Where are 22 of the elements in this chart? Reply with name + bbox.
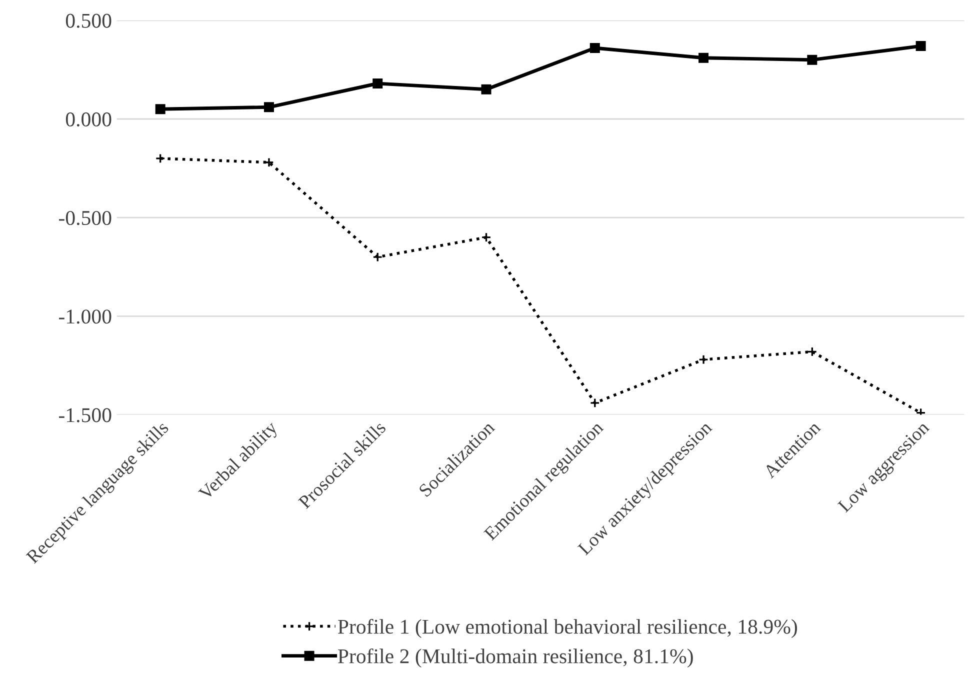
point	[481, 232, 492, 242]
point	[590, 398, 600, 408]
point	[372, 78, 383, 89]
legend-label: Profile 1 (Low emotional behavioral resilience, 18.9%)	[338, 618, 797, 638]
point	[264, 102, 274, 112]
y-tick-label: -1.000	[58, 310, 112, 324]
point	[698, 52, 709, 63]
y-tick-label: 0.000	[66, 112, 112, 127]
y-tick-label: -0.500	[58, 210, 112, 226]
y-tick-label: -1.500	[58, 408, 112, 422]
point	[590, 43, 600, 54]
point	[807, 54, 818, 65]
point	[155, 104, 166, 114]
point	[155, 153, 166, 164]
y-tick-label: 0.500	[66, 14, 112, 28]
point	[481, 84, 492, 94]
point	[916, 41, 926, 52]
point	[698, 354, 709, 365]
point	[372, 252, 383, 262]
legend-label: Profile 2 (Multi-domain resilience, 81.1%)	[338, 648, 693, 668]
point	[916, 408, 926, 415]
point	[807, 346, 818, 357]
